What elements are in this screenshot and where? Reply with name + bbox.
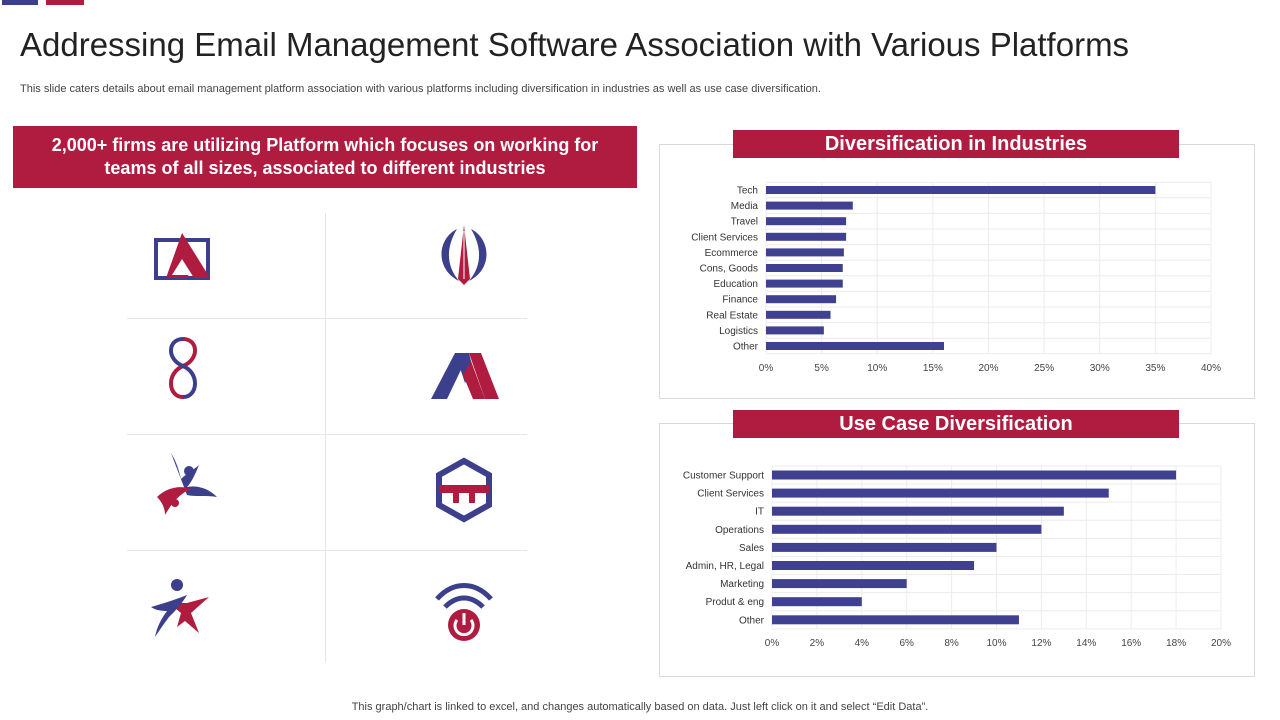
- use-case-category-label: Other: [739, 615, 765, 626]
- use-case-tick-label: 20%: [1211, 638, 1231, 649]
- use-case-tick-label: 18%: [1166, 638, 1186, 649]
- use-case-category-label: Customer Support: [683, 471, 764, 482]
- use-case-bar-chart: 0% 2% 4% 6% 8% 10% 12% 14% 16% 18% 20% Customer Sup…: [0, 0, 1280, 720]
- use-case-bar: [772, 471, 1176, 480]
- use-case-bar: [772, 561, 974, 570]
- footnote: This graph/chart is linked to excel, and…: [0, 701, 1280, 713]
- use-case-tick-label: 2%: [810, 638, 825, 649]
- use-case-tick-label: 4%: [855, 638, 870, 649]
- use-case-tick-label: 10%: [986, 638, 1006, 649]
- use-case-bar: [772, 489, 1109, 498]
- use-case-tick-label: 14%: [1076, 638, 1096, 649]
- use-case-bar: [772, 543, 997, 552]
- use-case-tick-label: 16%: [1121, 638, 1141, 649]
- use-case-bar: [772, 579, 907, 588]
- use-case-tick-label: 12%: [1031, 638, 1051, 649]
- use-case-category-label: Produt & eng: [706, 597, 764, 608]
- use-case-bar: [772, 507, 1064, 516]
- use-case-category-label: Client Services: [697, 489, 764, 500]
- use-case-bar: [772, 615, 1019, 624]
- use-case-category-label: Operations: [715, 525, 764, 536]
- use-case-tick-label: 0%: [765, 638, 780, 649]
- use-case-category-label: Admin, HR, Legal: [686, 561, 764, 572]
- use-case-category-label: Marketing: [720, 579, 764, 590]
- use-case-bar: [772, 597, 862, 606]
- use-case-bar: [772, 525, 1041, 534]
- use-case-category-label: IT: [755, 507, 764, 518]
- use-case-tick-label: 8%: [944, 638, 959, 649]
- use-case-tick-label: 6%: [899, 638, 914, 649]
- use-case-category-label: Sales: [739, 543, 764, 554]
